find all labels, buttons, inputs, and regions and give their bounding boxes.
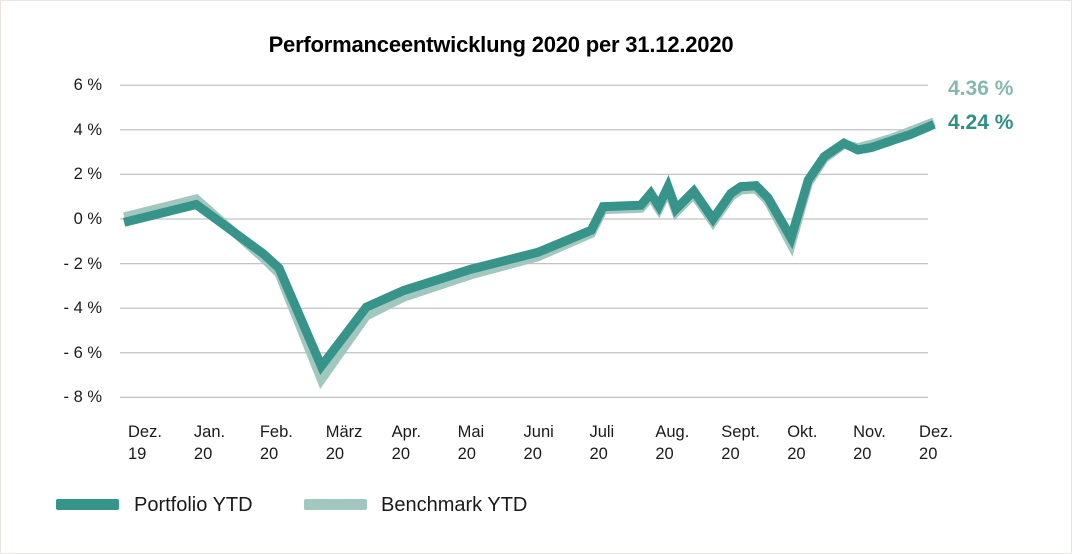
x-axis-tick-label: Feb. 20 — [260, 421, 330, 465]
y-axis-tick-label: 6 % — [73, 76, 102, 95]
x-tick-month: Jan. — [193, 423, 226, 441]
x-tick-month: Aug. — [655, 423, 690, 441]
x-axis-tick-label: Nov. 20 — [853, 421, 923, 465]
x-tick-month: Dez. — [919, 423, 953, 441]
portfolio-legend-label: Portfolio YTD — [134, 494, 253, 516]
benchmark-legend-label: Benchmark YTD — [381, 494, 528, 516]
x-axis-tick-label: Juni 20 — [524, 421, 594, 465]
x-axis-tick-label: März 20 — [326, 421, 396, 465]
x-tick-month: Juni — [523, 423, 554, 441]
x-tick-year: 20 — [655, 445, 674, 463]
portfolio-line — [123, 120, 936, 376]
x-axis-tick-label: Sept. 20 — [721, 421, 791, 465]
portfolio-end-value-label: 4.24 % — [948, 111, 1014, 134]
x-tick-year: 20 — [721, 445, 740, 463]
y-axis-tick-label: - 2 % — [63, 254, 102, 273]
x-axis-tick-label: Juli 20 — [589, 421, 659, 465]
x-tick-month: Sept. — [721, 423, 760, 441]
x-tick-year: 20 — [457, 445, 476, 463]
x-tick-month: Apr. — [391, 423, 422, 441]
x-axis-tick-label: Apr. 20 — [392, 421, 462, 465]
x-tick-year: 20 — [589, 445, 608, 463]
y-axis-tick-label: 4 % — [73, 120, 102, 139]
x-tick-year: 20 — [919, 445, 938, 463]
y-axis-tick-label: - 6 % — [63, 343, 102, 362]
x-tick-month: März — [325, 423, 363, 441]
x-tick-year: 20 — [193, 445, 213, 463]
portfolio-legend-swatch — [56, 499, 119, 510]
x-tick-year: 20 — [787, 445, 806, 463]
x-tick-year: 20 — [391, 445, 411, 463]
y-axis-tick-label: 2 % — [73, 165, 102, 184]
y-axis-tick-label: 0 % — [73, 210, 102, 228]
x-axis-tick-label: Mai 20 — [458, 421, 528, 465]
chart-title: Performanceentwicklung 2020 per 31.12.20… — [268, 32, 734, 57]
benchmark-end-value-label: 4.36 % — [948, 77, 1014, 100]
x-axis-tick-label: Okt. 20 — [787, 421, 857, 465]
x-tick-year: 20 — [259, 445, 279, 463]
x-tick-month: Mai — [457, 423, 485, 441]
x-tick-month: Dez. — [128, 423, 162, 441]
x-tick-year: 20 — [325, 445, 345, 463]
x-axis-tick-label: Aug. 20 — [655, 421, 725, 465]
x-tick-month: Feb. — [259, 423, 293, 441]
x-tick-month: Nov. — [853, 423, 886, 441]
x-tick-year: 19 — [128, 445, 147, 463]
benchmark-legend-swatch — [304, 499, 367, 510]
x-tick-month: Okt. — [787, 423, 818, 441]
y-axis-tick-label: - 4 % — [63, 299, 102, 318]
x-axis-tick-label: Dez. 20 — [919, 421, 989, 465]
y-axis-tick-label: - 8 % — [63, 388, 102, 407]
x-tick-month: Juli — [589, 423, 615, 441]
x-tick-year: 20 — [523, 445, 542, 463]
x-axis-tick-label: Dez. 19 — [128, 421, 198, 465]
x-tick-year: 20 — [853, 445, 872, 463]
x-axis-tick-label: Jan. 20 — [194, 421, 264, 465]
